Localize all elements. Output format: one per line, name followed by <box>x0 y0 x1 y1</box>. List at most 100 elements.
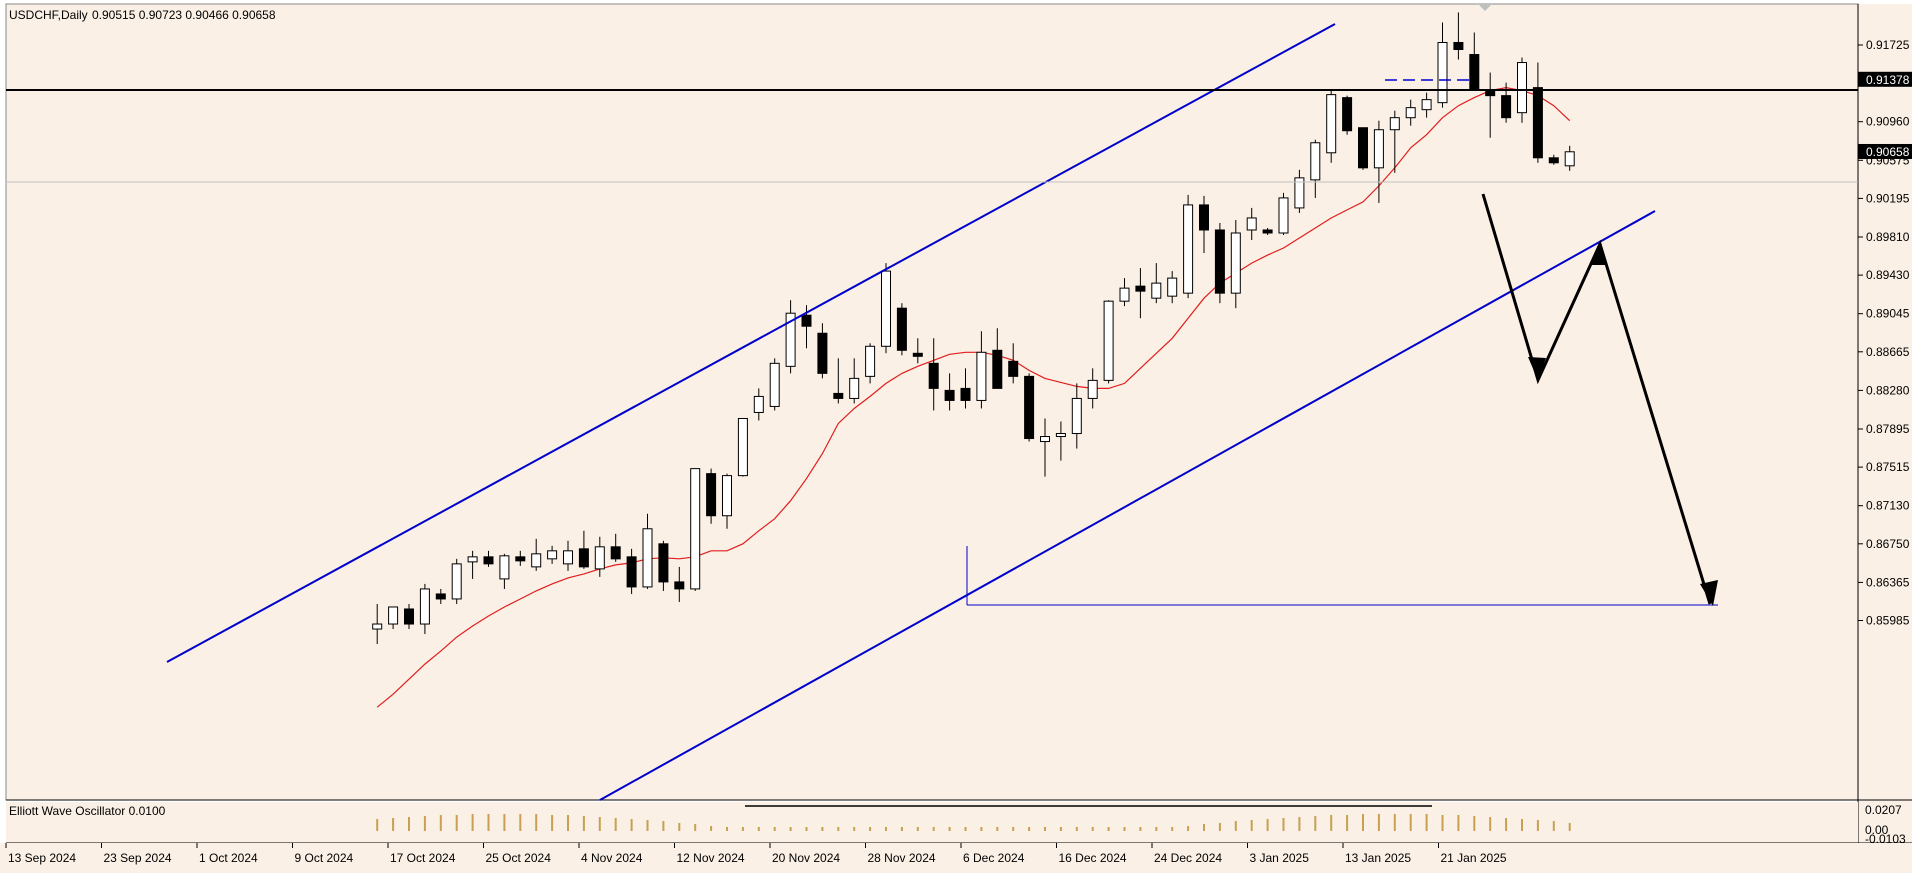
candle-body <box>404 608 414 625</box>
date-tick-label: 4 Nov 2024 <box>581 851 643 865</box>
oscillator-bar <box>1139 827 1142 831</box>
oscillator-bar <box>662 821 665 831</box>
price-tick-label: 0.87130 <box>1866 499 1910 513</box>
date-tick-label: 28 Nov 2024 <box>868 851 936 865</box>
oscillator-bar <box>853 827 856 831</box>
oscillator-panel <box>6 802 1858 843</box>
candle <box>928 338 939 411</box>
candle <box>451 558 462 604</box>
candle <box>610 533 621 562</box>
candle <box>499 553 510 589</box>
candle-body <box>753 395 764 413</box>
candle <box>1437 22 1448 108</box>
candle <box>992 328 1003 389</box>
price-tick-label: 0.91725 <box>1866 38 1910 52</box>
candle <box>865 343 876 384</box>
candle <box>483 550 494 567</box>
candle-body <box>1278 197 1289 234</box>
candle-body <box>1246 217 1257 231</box>
price-axis <box>1858 4 1912 873</box>
candle <box>849 358 860 404</box>
candle <box>1199 195 1209 254</box>
oscillator-bar <box>1409 814 1412 831</box>
oscillator-bar <box>805 827 808 831</box>
oscillator-tick-top: 0.0207 <box>1865 803 1902 817</box>
candle <box>388 606 399 630</box>
date-tick-label: 13 Sep 2024 <box>8 851 76 865</box>
candle-body <box>1389 117 1400 131</box>
oscillator-bar <box>885 827 887 831</box>
oscillator-bar <box>932 827 935 831</box>
oscillator-bar <box>1536 820 1539 831</box>
oscillator-bar <box>1441 815 1444 831</box>
candle-body <box>912 352 923 357</box>
oscillator-bar <box>869 827 872 831</box>
candle <box>404 603 414 630</box>
channel-upper-line <box>166 23 1336 663</box>
oscillator-tick-mid: 0.00 <box>1865 823 1889 837</box>
oscillator-bar <box>1457 815 1460 831</box>
candle-body <box>1119 287 1130 302</box>
candle-body <box>1294 177 1305 209</box>
oscillator-bar <box>837 827 840 831</box>
oscillator-bar <box>455 815 458 831</box>
candle-body <box>1087 379 1098 399</box>
candle-body <box>451 563 462 600</box>
candle <box>547 545 558 564</box>
candle <box>1167 271 1178 304</box>
candle <box>1373 120 1384 203</box>
candle-body <box>769 362 780 407</box>
oscillator-histogram <box>376 814 1571 831</box>
candle <box>1087 368 1098 409</box>
candle <box>1230 219 1241 309</box>
price-marker-label: 0.90658 <box>1866 145 1910 159</box>
oscillator-bar <box>1552 821 1555 831</box>
candle <box>1183 194 1194 299</box>
candle <box>372 603 383 645</box>
oscillator-bar <box>1489 817 1492 831</box>
candle-body <box>1469 54 1480 91</box>
candle-body <box>1326 94 1337 154</box>
candle <box>1246 207 1257 241</box>
candle <box>706 468 717 524</box>
oscillator-bar <box>1298 817 1301 831</box>
candle <box>1453 12 1464 60</box>
candle <box>1548 154 1559 165</box>
candle-body <box>1055 433 1066 438</box>
candle <box>960 368 971 409</box>
date-tick-label: 3 Jan 2025 <box>1250 851 1310 865</box>
candle-body <box>372 623 383 630</box>
candle <box>1389 110 1400 173</box>
oscillator-bar <box>376 819 379 831</box>
oscillator-bar <box>1377 814 1380 831</box>
candle <box>976 331 987 409</box>
price-marker-box <box>1858 71 1912 87</box>
candle <box>1310 139 1321 198</box>
candle-body <box>1071 397 1082 435</box>
price-markers: 0.91378 0.90658 <box>1858 71 1912 159</box>
candle-body <box>976 351 987 401</box>
candle-body <box>1342 97 1353 132</box>
candle <box>642 513 653 589</box>
candle-body <box>865 345 876 377</box>
candle-body <box>817 332 828 374</box>
date-tick-label: 16 Dec 2024 <box>1059 851 1127 865</box>
candle-body <box>1405 107 1416 119</box>
oscillator-bar <box>1266 819 1269 831</box>
date-tick-label: 24 Dec 2024 <box>1154 851 1222 865</box>
candle <box>1071 383 1082 449</box>
oscillator-bar <box>996 827 999 831</box>
oscillator-bar <box>821 827 824 831</box>
candle <box>1055 421 1066 461</box>
candle <box>515 550 526 566</box>
date-tick-label: 12 Nov 2024 <box>677 851 745 865</box>
oscillator-bar <box>1107 827 1110 831</box>
price-tick-label: 0.87515 <box>1866 460 1910 474</box>
date-tick-label: 23 Sep 2024 <box>104 851 172 865</box>
candle-body <box>706 473 717 517</box>
candle <box>785 300 796 374</box>
candle-body <box>881 270 891 347</box>
oscillator-bar <box>1059 827 1062 831</box>
candle <box>1405 99 1416 126</box>
candle-body <box>1183 204 1194 294</box>
